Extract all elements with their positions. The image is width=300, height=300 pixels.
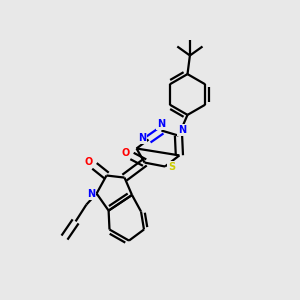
Text: O: O — [121, 148, 130, 158]
Text: N: N — [157, 119, 165, 129]
Text: S: S — [168, 161, 175, 172]
Text: O: O — [84, 157, 93, 167]
Text: N: N — [178, 125, 186, 135]
Text: N: N — [138, 133, 146, 143]
Text: N: N — [87, 189, 95, 199]
